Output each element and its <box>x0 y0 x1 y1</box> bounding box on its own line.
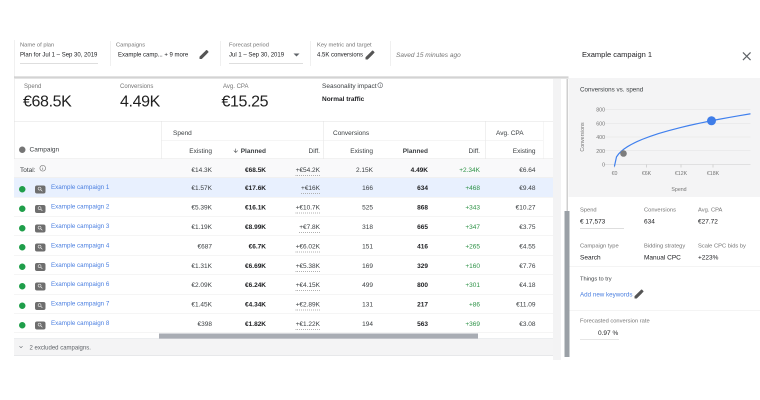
svg-text:0: 0 <box>602 163 605 169</box>
svg-text:800: 800 <box>596 108 605 114</box>
svg-text:200: 200 <box>596 149 605 155</box>
svg-text:€0: €0 <box>612 171 618 177</box>
svg-text:€18K: €18K <box>707 171 720 177</box>
svg-text:400: 400 <box>596 135 605 141</box>
svg-text:€6K: €6K <box>642 171 652 177</box>
svg-text:Spend: Spend <box>671 187 686 193</box>
svg-text:600: 600 <box>596 121 605 127</box>
svg-text:€12K: €12K <box>675 171 688 177</box>
svg-text:Conversions: Conversions <box>580 122 586 152</box>
